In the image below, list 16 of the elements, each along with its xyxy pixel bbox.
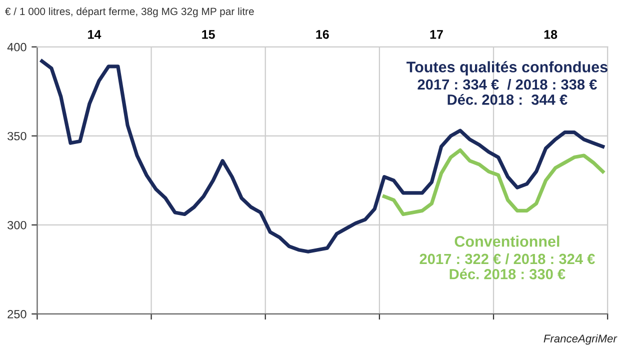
y-tick-label: 250: [8, 310, 26, 318]
x-tick-label: 15: [202, 30, 215, 39]
y-tick-label: 400: [7, 42, 26, 52]
x-tick-label: 16: [316, 30, 329, 39]
y-tick-label: 350: [8, 132, 26, 140]
annotation: 2017 : 322 € / 2018 : 324 € Déc. 2018 : 330 €: [420, 253, 595, 280]
line-series: [382, 148, 605, 216]
text: FranceAgriMer: [544, 334, 618, 345]
y-tick-label: 300: [8, 220, 26, 230]
x-tick-label: 18: [544, 30, 558, 39]
annotation: 2017 : 334 € / 2018 : 338 € Déc. 2018 : 344 €: [418, 78, 597, 105]
y-axis-title: € / 1 000 litres, départ ferme, 38g MG 32g MP par litre: [5, 7, 254, 18]
text: Toutes qualités confondues: [406, 61, 608, 76]
text: Conventionnel: [454, 236, 560, 247]
x-tick-label: 14: [88, 30, 102, 39]
x-tick-label: 17: [430, 30, 443, 39]
